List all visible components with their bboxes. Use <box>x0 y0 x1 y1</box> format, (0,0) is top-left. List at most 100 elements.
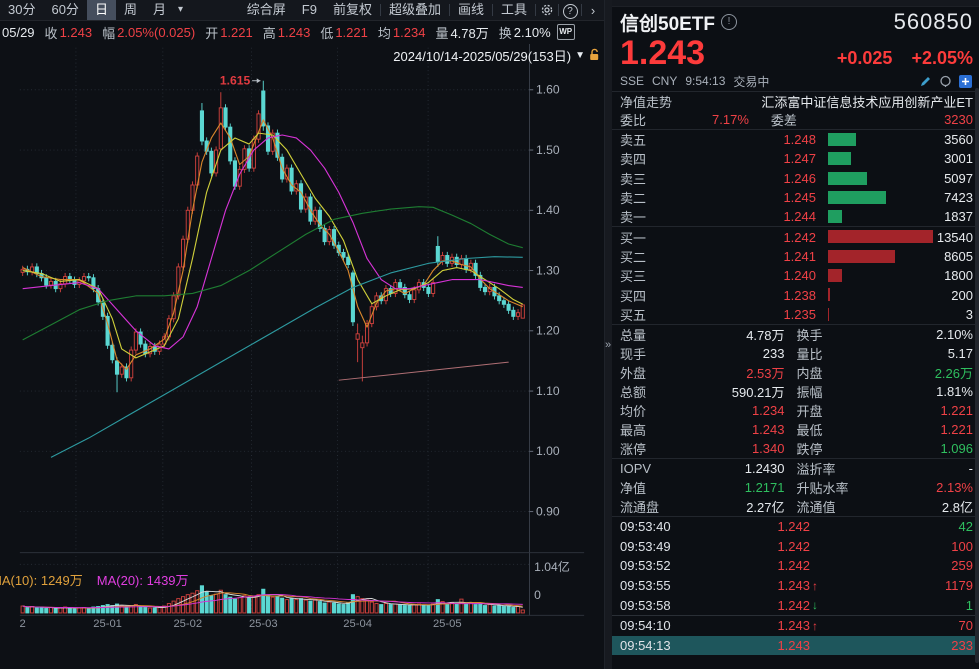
candlestick-chart-area[interactable]: 1.615 1.60 1.50 1.40 1.30 1.20 1.10 1.00 0.90 1.0… <box>0 44 604 669</box>
help-icon[interactable]: ? <box>559 2 581 19</box>
tape-quantity: 70 <box>958 618 973 634</box>
nav-value-row[interactable]: 净值走势 汇添富中证信息技术应用创新产业ET <box>612 92 979 110</box>
alert-icon[interactable] <box>938 74 953 89</box>
bid-level-row[interactable]: 买二 1.241 8605 <box>612 247 979 266</box>
level-quantity: 3001 <box>944 151 973 167</box>
stat-row: IOPV 1.2430 溢折率 - <box>612 459 979 478</box>
level-label: 买五 <box>620 307 647 323</box>
tape-row[interactable]: 09:53:55 1.243 ↑ 1179 <box>612 576 979 596</box>
range-caret-icon[interactable]: ▼ <box>575 50 585 61</box>
level-quantity: 7423 <box>944 190 973 206</box>
level-price: 1.245 <box>783 190 816 206</box>
weicha-label: 委差 <box>770 113 797 128</box>
stat-value: 2.26万 <box>934 365 973 381</box>
info-date: 05/29 <box>2 24 35 40</box>
stat-row: 总额 590.21万 振幅 1.81% <box>612 382 979 401</box>
period-tab-60min[interactable]: 60分 <box>51 2 79 17</box>
svg-text:1.10: 1.10 <box>536 384 560 398</box>
level-price: 1.238 <box>783 287 816 303</box>
add-icon[interactable] <box>958 74 973 89</box>
ma-fast-orange <box>22 119 523 370</box>
tape-row[interactable]: 09:53:58 1.242 ↓ 1 <box>612 595 979 615</box>
tape-row[interactable]: 09:53:40 1.242 42 <box>612 517 979 537</box>
tape-price: 1.242 <box>777 597 810 613</box>
stat-row: 外盘 2.53万 内盘 2.26万 <box>612 363 979 382</box>
stat-label: 现手 <box>620 346 647 362</box>
stock-code: 560850 <box>893 9 973 34</box>
edit-icon[interactable] <box>918 74 933 89</box>
tape-row[interactable]: 09:54:10 1.243 ↑ 70 <box>612 614 979 636</box>
gear-icon[interactable] <box>536 3 558 18</box>
ask-level-row[interactable]: 卖四 1.247 3001 <box>612 149 979 168</box>
bid-level-row[interactable]: 买四 1.238 200 <box>612 285 979 304</box>
menu-forward-adjust[interactable]: 前复权 <box>332 2 372 17</box>
expand-toolbar-icon[interactable]: › <box>590 2 596 18</box>
stock-name: 信创50ETF <box>620 13 716 35</box>
menu-super-overlay[interactable]: 超级叠加 <box>388 2 441 17</box>
svg-text:1.50: 1.50 <box>536 143 560 157</box>
info-value: 1.243 <box>277 24 311 40</box>
price-volume-chart[interactable]: 1.615 1.60 1.50 1.40 1.30 1.20 1.10 1.00 0.90 1.0… <box>0 44 604 669</box>
info-icon[interactable]: ! <box>721 14 738 30</box>
level-price: 1.235 <box>783 306 816 322</box>
tape-time: 09:53:40 <box>620 519 671 535</box>
svg-text:25-03: 25-03 <box>249 618 278 630</box>
stat-cell: 均价 1.234 <box>620 401 797 420</box>
time-and-sales: 09:53:40 1.242 42 09:53:49 1.242 100 09:53:52 1… <box>612 517 979 656</box>
unlock-icon[interactable] <box>589 48 600 64</box>
weibi-value: 7.17% <box>712 112 749 127</box>
period-tab-30min[interactable]: 30分 <box>8 2 36 17</box>
period-tab-daily[interactable]: 日 <box>86 0 116 20</box>
bid-level-row[interactable]: 买五 1.235 3 <box>612 305 979 324</box>
stat-label: 总额 <box>620 384 647 400</box>
stat-row: 现手 233 量比 5.17 <box>612 344 979 363</box>
ask-level-row[interactable]: 卖五 1.248 3560 <box>612 130 979 149</box>
menu-composite-screen[interactable]: 综合屏 <box>246 2 286 17</box>
period-tab-monthly[interactable]: 月 <box>152 2 166 17</box>
stat-value: 1.340 <box>751 440 785 456</box>
menu-tools[interactable]: 工具 <box>500 2 527 17</box>
stat-cell: 总额 590.21万 <box>620 382 797 401</box>
stat-row: 均价 1.234 开盘 1.221 <box>612 401 979 420</box>
stat-value: 5.17 <box>947 345 973 361</box>
tape-quantity: 1 <box>965 597 973 613</box>
tape-quantity: 1179 <box>945 578 973 594</box>
stat-label: IOPV <box>620 460 652 476</box>
stat-cell: 最低 1.221 <box>797 420 974 439</box>
date-range-row[interactable]: 2024/10/14-2025/05/29(153日) ▼ <box>393 46 600 65</box>
tape-time: 09:54:13 <box>620 637 671 653</box>
wp-badge-icon[interactable]: WP <box>556 24 575 40</box>
header-icon-group <box>918 74 973 89</box>
panel-scrollbar[interactable] <box>975 88 979 663</box>
tape-time: 09:53:55 <box>620 578 671 594</box>
ask-level-row[interactable]: 卖三 1.246 5097 <box>612 169 979 188</box>
bid-level-row[interactable]: 买一 1.242 13540 <box>612 227 979 246</box>
tape-row[interactable]: 09:54:13 1.243 233 <box>612 635 979 656</box>
stat-cell: 流通盘 2.27亿 <box>620 497 797 516</box>
stat-row: 总量 4.78万 换手 2.10% <box>612 325 979 344</box>
tape-time: 09:53:52 <box>620 558 671 574</box>
tape-quantity: 233 <box>951 637 973 653</box>
level-quantity: 8605 <box>944 248 973 264</box>
ask-level-row[interactable]: 卖二 1.245 7423 <box>612 188 979 207</box>
period-dropdown-icon[interactable]: ▾ <box>177 4 184 15</box>
menu-f9[interactable]: F9 <box>301 2 317 17</box>
menu-draw-line[interactable]: 画线 <box>457 2 484 17</box>
depth-bar <box>828 307 829 321</box>
ma-slow-magenta <box>22 134 523 350</box>
level-label: 买二 <box>620 249 647 265</box>
ma-mid-yellow <box>22 132 524 359</box>
stat-value: 2.13% <box>936 479 973 495</box>
tape-row[interactable]: 09:53:49 1.242 100 <box>612 537 979 557</box>
period-tab-weekly[interactable]: 周 <box>123 2 137 17</box>
volume-ma-line <box>22 593 523 609</box>
bid-level-row[interactable]: 买三 1.240 1800 <box>612 266 979 285</box>
tape-row[interactable]: 09:53:52 1.242 259 <box>612 556 979 576</box>
ask-level-row[interactable]: 卖一 1.244 1837 <box>612 207 979 226</box>
level-price: 1.244 <box>783 209 816 225</box>
ohlc-info-bar: 05/29 收 1.243 幅 2.05%(0.025) 开 1.221 高 1.243 低 1.… <box>0 21 604 43</box>
stats-grid: 总量 4.78万 换手 2.10% 现手 233 量比 5.17 外盘 2.53万 内盘 2.26万总… <box>612 325 979 458</box>
panel-expander-handle[interactable]: » <box>604 339 612 351</box>
stat-label: 溢折率 <box>796 461 836 477</box>
info-value: 1.234 <box>392 24 426 40</box>
